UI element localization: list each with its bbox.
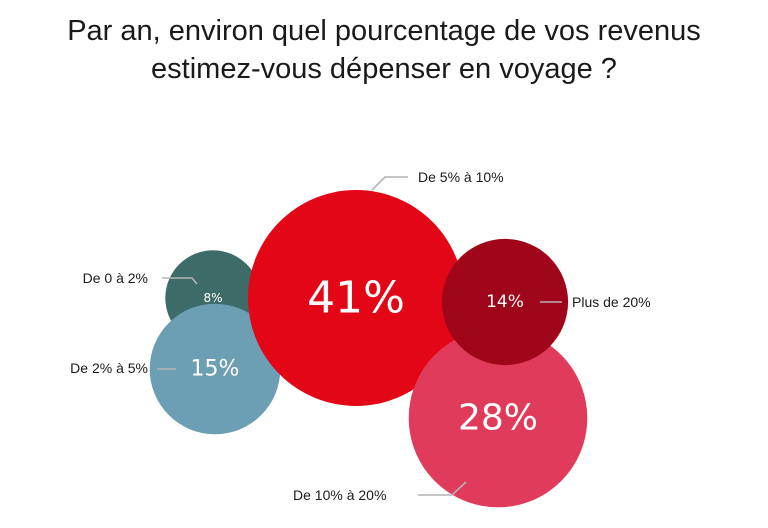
leader-line-3 bbox=[371, 176, 408, 191]
leader-line-4 bbox=[418, 481, 467, 496]
bubble-4 bbox=[408, 328, 588, 508]
bubble-5 bbox=[441, 238, 569, 366]
bubble-2 bbox=[149, 303, 281, 435]
bubble-value-label-4: 28% bbox=[458, 398, 538, 439]
chart-title-line-1: Par an, environ quel pourcentage de vos … bbox=[67, 15, 701, 47]
chart-title-line-2: estimez-vous dépenser en voyage ? bbox=[151, 53, 617, 85]
bubble-value-label-3: 41% bbox=[307, 273, 405, 324]
category-labels-group: De 0 à 2% De 2% à 5% De 5% à 10% De 10% à 2… bbox=[70, 169, 650, 503]
bubble-3 bbox=[248, 190, 464, 406]
bubbles-group: 8% 15% 41% 28% 14% bbox=[149, 190, 588, 508]
chart-title: Par an, environ quel pourcentage de vos … bbox=[0, 12, 768, 88]
category-label-1: De 0 à 2% bbox=[83, 270, 148, 286]
bubble-value-label-2: 15% bbox=[191, 357, 240, 382]
category-label-4: De 10% à 20% bbox=[293, 487, 386, 503]
leader-line-1 bbox=[162, 277, 198, 285]
bubble-value-label-5: 14% bbox=[486, 292, 524, 312]
category-label-2: De 2% à 5% bbox=[70, 360, 148, 376]
bubble-value-label-1: 8% bbox=[203, 291, 222, 305]
category-label-3: De 5% à 10% bbox=[418, 169, 504, 185]
category-label-5: Plus de 20% bbox=[572, 294, 651, 310]
leader-lines-group bbox=[157, 176, 562, 496]
